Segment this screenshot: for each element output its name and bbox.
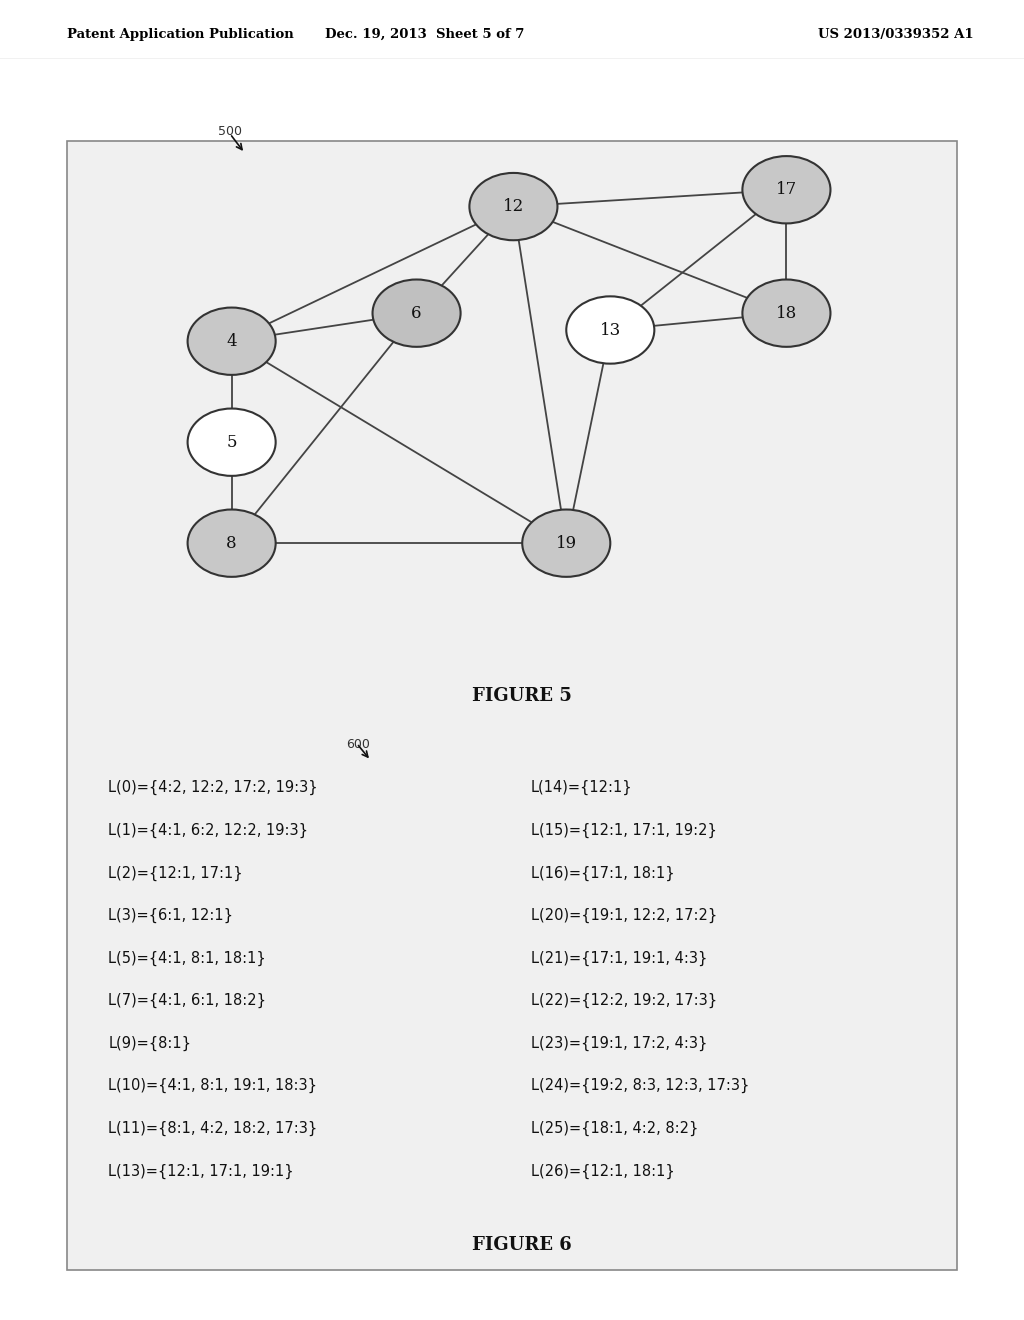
Ellipse shape (187, 308, 275, 375)
Text: FIGURE 6: FIGURE 6 (472, 1236, 572, 1254)
Ellipse shape (187, 409, 275, 477)
Text: US 2013/0339352 A1: US 2013/0339352 A1 (818, 28, 974, 41)
Text: L(14)={12:1}: L(14)={12:1} (531, 780, 633, 796)
Text: 19: 19 (556, 535, 577, 552)
Text: L(10)={4:1, 8:1, 19:1, 18:3}: L(10)={4:1, 8:1, 19:1, 18:3} (109, 1078, 317, 1093)
Ellipse shape (522, 510, 610, 577)
Text: L(9)={8:1}: L(9)={8:1} (109, 1036, 191, 1051)
Text: L(16)={17:1, 18:1}: L(16)={17:1, 18:1} (531, 866, 675, 880)
Text: 18: 18 (776, 305, 797, 322)
Ellipse shape (566, 297, 654, 364)
Text: FIGURE 5: FIGURE 5 (472, 686, 572, 705)
Text: L(24)={19:2, 8:3, 12:3, 17:3}: L(24)={19:2, 8:3, 12:3, 17:3} (531, 1078, 750, 1093)
Text: L(20)={19:1, 12:2, 17:2}: L(20)={19:1, 12:2, 17:2} (531, 908, 717, 923)
Text: 6: 6 (412, 305, 422, 322)
Text: L(2)={12:1, 17:1}: L(2)={12:1, 17:1} (109, 866, 243, 880)
Text: Patent Application Publication: Patent Application Publication (67, 28, 293, 41)
Ellipse shape (742, 156, 830, 223)
Text: 5: 5 (226, 434, 237, 450)
FancyBboxPatch shape (67, 141, 957, 1270)
Text: 13: 13 (600, 322, 621, 338)
Text: L(0)={4:2, 12:2, 17:2, 19:3}: L(0)={4:2, 12:2, 17:2, 19:3} (109, 780, 318, 796)
Ellipse shape (373, 280, 461, 347)
Text: L(21)={17:1, 19:1, 4:3}: L(21)={17:1, 19:1, 4:3} (531, 950, 708, 966)
Text: 600: 600 (346, 738, 370, 751)
Text: L(22)={12:2, 19:2, 17:3}: L(22)={12:2, 19:2, 17:3} (531, 993, 717, 1008)
Text: 8: 8 (226, 535, 237, 552)
Text: 500: 500 (218, 125, 243, 139)
Ellipse shape (469, 173, 557, 240)
Text: L(11)={8:1, 4:2, 18:2, 17:3}: L(11)={8:1, 4:2, 18:2, 17:3} (109, 1121, 317, 1137)
Text: Dec. 19, 2013  Sheet 5 of 7: Dec. 19, 2013 Sheet 5 of 7 (326, 28, 524, 41)
Text: L(1)={4:1, 6:2, 12:2, 19:3}: L(1)={4:1, 6:2, 12:2, 19:3} (109, 822, 308, 838)
Text: 17: 17 (776, 181, 797, 198)
Text: L(25)={18:1, 4:2, 8:2}: L(25)={18:1, 4:2, 8:2} (531, 1121, 698, 1137)
Text: L(13)={12:1, 17:1, 19:1}: L(13)={12:1, 17:1, 19:1} (109, 1163, 294, 1179)
Text: 12: 12 (503, 198, 524, 215)
Text: L(7)={4:1, 6:1, 18:2}: L(7)={4:1, 6:1, 18:2} (109, 993, 266, 1008)
Ellipse shape (187, 510, 275, 577)
Text: 4: 4 (226, 333, 237, 350)
Text: L(23)={19:1, 17:2, 4:3}: L(23)={19:1, 17:2, 4:3} (531, 1036, 708, 1051)
Ellipse shape (742, 280, 830, 347)
Text: L(3)={6:1, 12:1}: L(3)={6:1, 12:1} (109, 908, 233, 923)
Text: L(26)={12:1, 18:1}: L(26)={12:1, 18:1} (531, 1163, 675, 1179)
Text: L(5)={4:1, 8:1, 18:1}: L(5)={4:1, 8:1, 18:1} (109, 950, 266, 966)
Text: L(15)={12:1, 17:1, 19:2}: L(15)={12:1, 17:1, 19:2} (531, 822, 717, 838)
